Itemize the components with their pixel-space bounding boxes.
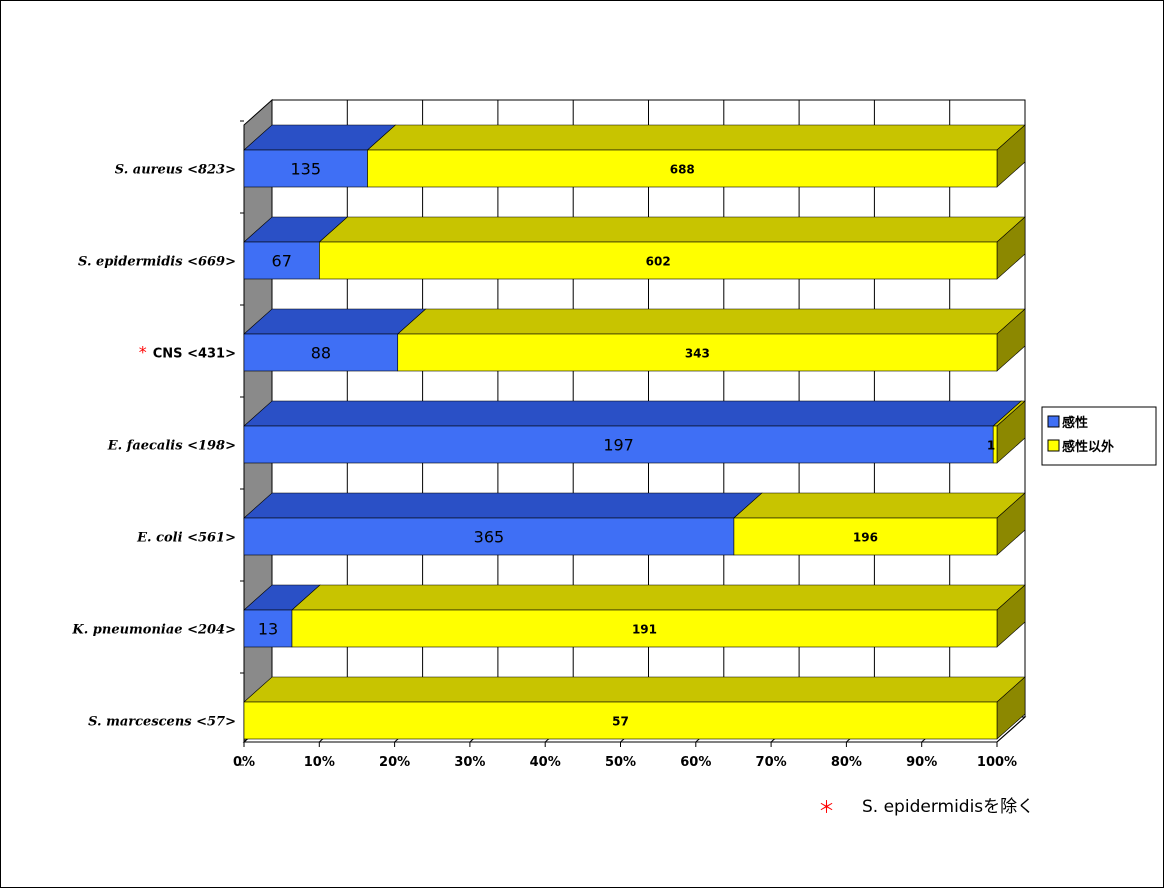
value-label-other: 191 xyxy=(632,623,657,637)
x-tick-label: 60% xyxy=(680,755,711,770)
legend-label: 感性 xyxy=(1062,415,1088,431)
floor-gridline xyxy=(996,716,1026,743)
value-label-susceptible: 365 xyxy=(474,528,505,547)
bar-top-other xyxy=(733,492,1026,519)
legend-swatch xyxy=(1047,439,1060,452)
value-label-susceptible: 67 xyxy=(272,252,292,271)
category-label: S. epidermidis <669> xyxy=(78,255,236,270)
value-label-susceptible: 13 xyxy=(258,620,278,639)
value-label-other: 602 xyxy=(646,255,671,269)
value-label-other: 57 xyxy=(612,715,629,729)
x-tick-label: 70% xyxy=(756,755,787,770)
footnote-marker: ＊ xyxy=(818,798,835,818)
bar-top-susceptible xyxy=(243,400,1022,427)
value-label-other: 196 xyxy=(853,531,878,545)
bars: 135 688 67 602 88 343 197 1 365 196 13 191 57 xyxy=(243,124,1026,740)
x-tick-label: 0% xyxy=(233,755,255,770)
footnote: ＊ S. epidermidisを除く xyxy=(818,797,1034,818)
bar-other xyxy=(992,425,998,464)
bar-top-susceptible xyxy=(243,308,427,335)
bar-susceptible xyxy=(243,241,320,280)
x-tick-label: 50% xyxy=(605,755,636,770)
value-label-other: 688 xyxy=(670,163,695,177)
value-label-susceptible: 197 xyxy=(603,436,634,455)
value-label-susceptible: 88 xyxy=(311,344,331,363)
bar-other xyxy=(243,701,998,740)
x-tick-labels: 0% 10% 20% 30% 40% 50% 60% 70% 80% 90% 100% xyxy=(233,755,1017,770)
x-tick-label: 90% xyxy=(906,755,937,770)
x-tick-label: 30% xyxy=(454,755,485,770)
bar-susceptible xyxy=(243,149,368,188)
bar-other xyxy=(397,333,998,372)
bar-top-other xyxy=(243,676,1026,703)
bar-other xyxy=(733,517,998,556)
legend-label: 感性以外 xyxy=(1062,439,1114,455)
value-label-susceptible: 135 xyxy=(290,160,321,179)
legend-swatch xyxy=(1047,415,1060,428)
bar-other xyxy=(319,241,998,280)
footnote-text: S. epidermidisを除く xyxy=(862,797,1034,817)
bar-top-other xyxy=(396,308,1026,335)
category-label: E. faecalis <198> xyxy=(107,439,236,454)
x-tick-label: 100% xyxy=(977,755,1017,770)
category-label: E. coli <561> xyxy=(136,531,236,546)
x-tick-label: 10% xyxy=(304,755,335,770)
bar-susceptible xyxy=(243,609,293,648)
bar-top-other xyxy=(366,124,1026,151)
bar-top-susceptible xyxy=(243,492,763,519)
category-label: S. aureus <823> xyxy=(115,163,236,178)
value-label-other: 1 xyxy=(987,439,995,453)
bar-other xyxy=(367,149,998,188)
category-label: S. marcescens <57> xyxy=(88,715,236,730)
bar-susceptible xyxy=(243,425,994,464)
bar-top-other xyxy=(291,584,1026,611)
bar-susceptible xyxy=(243,517,735,556)
legend-box xyxy=(1041,406,1157,466)
value-label-other: 343 xyxy=(685,347,710,361)
category-labels: S. aureus <823> S. epidermidis <669> CNS <… xyxy=(71,163,236,730)
category-label: K. pneumoniae <204> xyxy=(71,623,236,638)
bar-other xyxy=(291,609,998,648)
bar-susceptible xyxy=(243,333,399,372)
category-label: CNS <431> xyxy=(153,347,236,362)
category-marker: * xyxy=(139,343,147,362)
x-tick-label: 80% xyxy=(831,755,862,770)
bar-top-other xyxy=(318,216,1026,243)
x-tick-label: 20% xyxy=(379,755,410,770)
x-tick-label: 40% xyxy=(530,755,561,770)
